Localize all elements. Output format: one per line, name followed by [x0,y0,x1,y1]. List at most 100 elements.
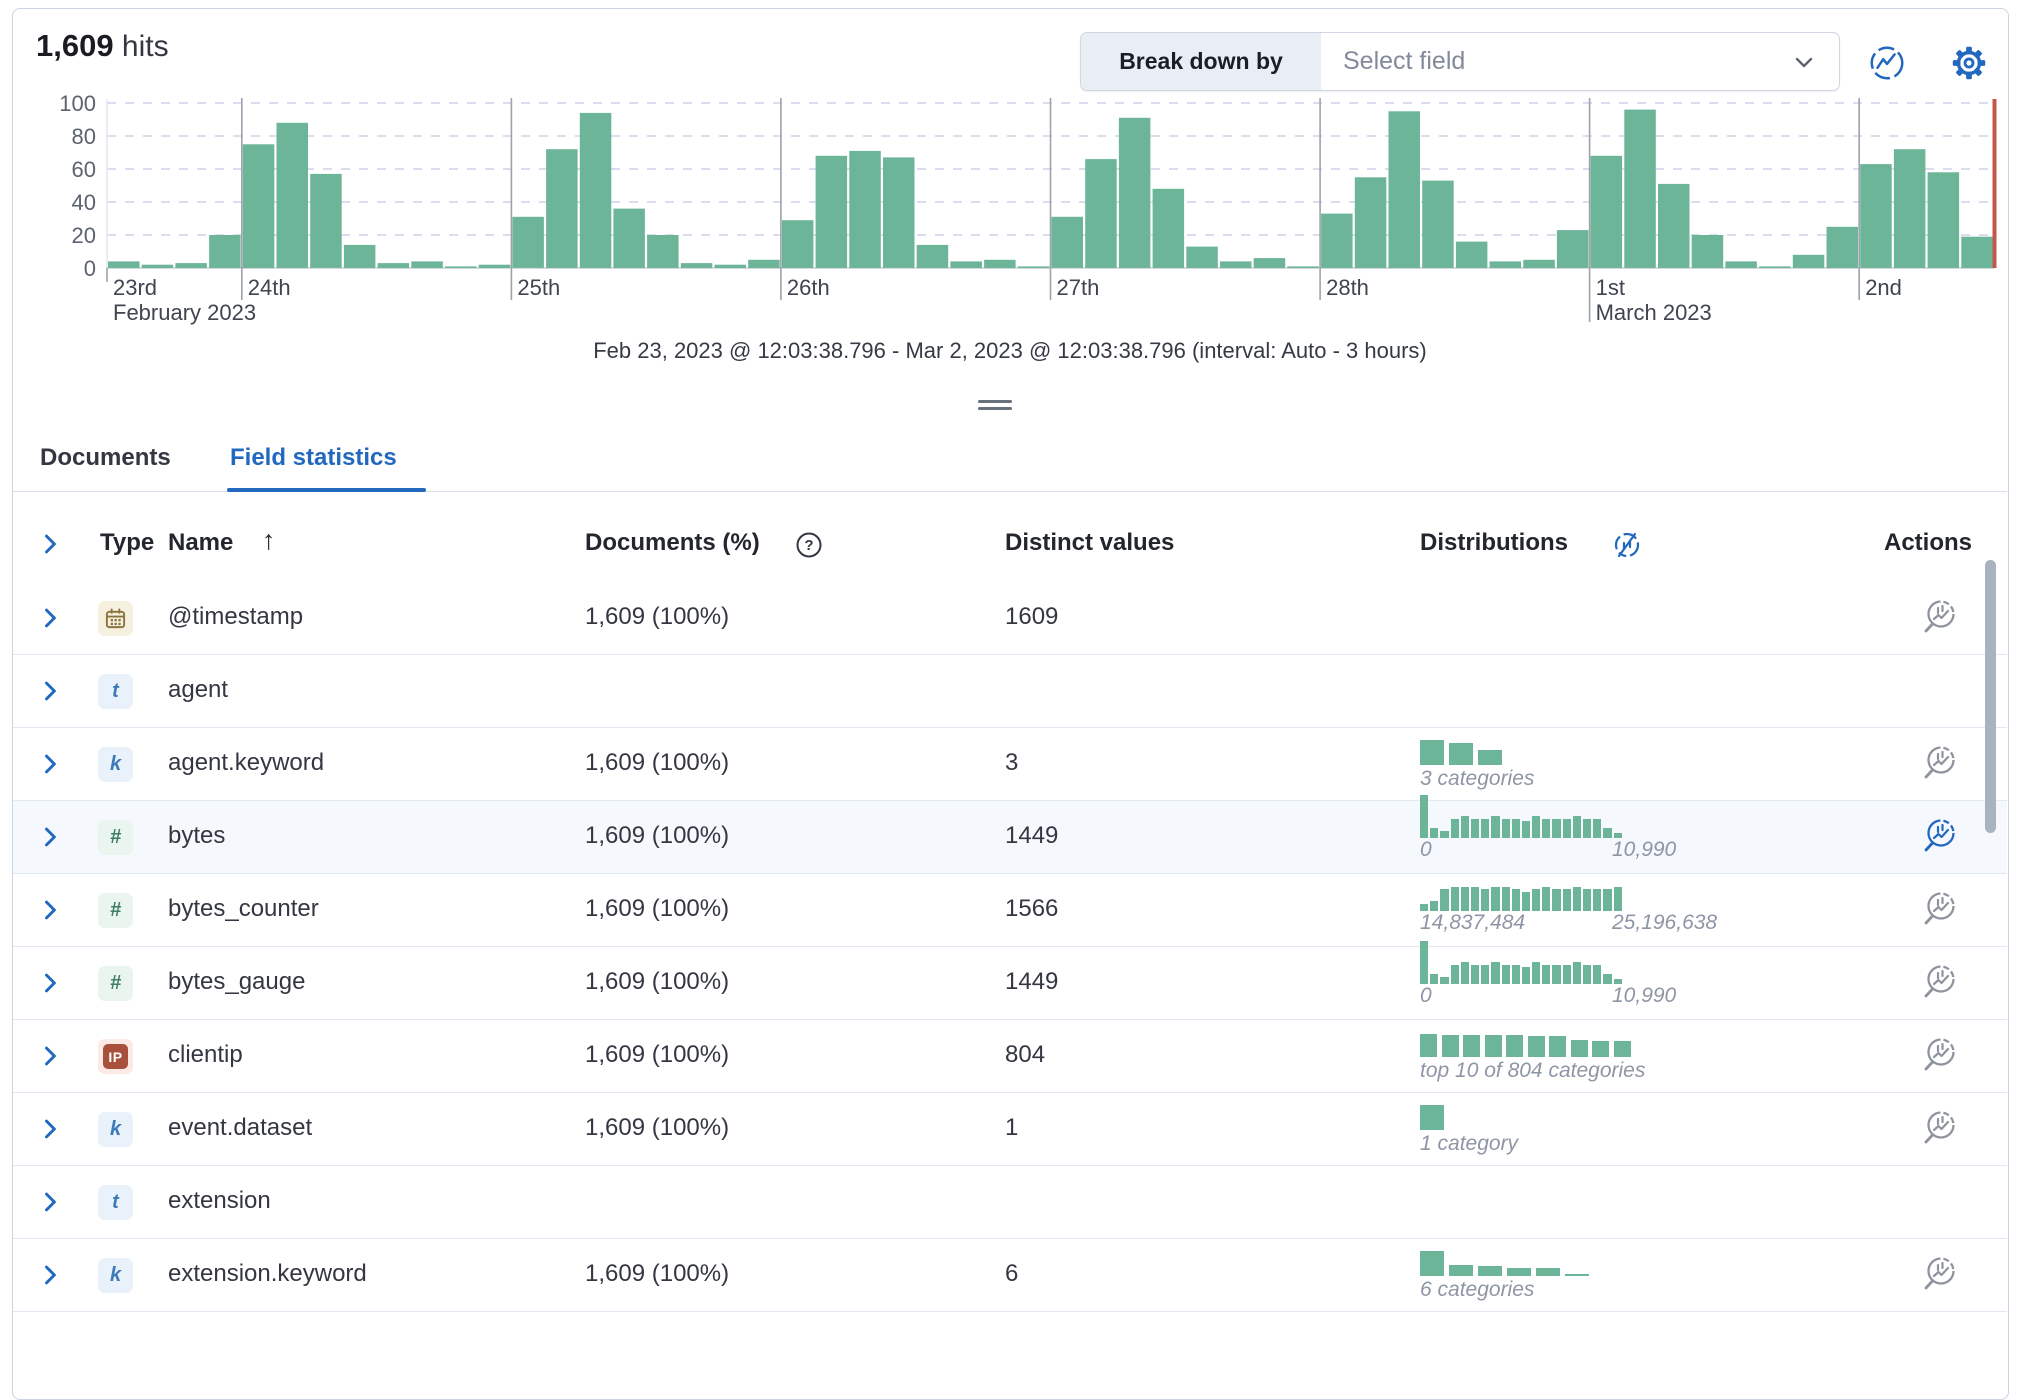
expand-row-chevron-icon[interactable] [36,1188,64,1216]
histogram-bar[interactable] [1927,172,1960,268]
histogram-bar[interactable] [108,261,140,268]
histogram-bar[interactable] [984,259,1016,269]
histogram-bar[interactable] [1792,254,1825,268]
col-name[interactable]: Name [168,529,234,556]
histogram-bar[interactable] [1017,266,1050,268]
histogram-bar[interactable] [680,263,713,268]
histogram-bar[interactable] [781,220,814,268]
hits-histogram[interactable]: 100 80 60 40 20 0 23rd February 2023 24th 25th 26t… [0,0,2020,332]
y-axis-label: 60 [72,157,96,182]
expand-row-chevron-icon[interactable] [36,1261,64,1289]
histogram-bar[interactable] [815,155,848,268]
histogram-bar[interactable] [1523,259,1555,269]
histogram-bar[interactable] [916,244,949,268]
histogram-bar[interactable] [883,157,915,268]
histogram-bar[interactable] [1725,261,1757,268]
histogram-bar[interactable] [1455,241,1488,268]
histogram-bar[interactable] [1556,230,1589,268]
keyword-field-type-icon: k [98,747,133,782]
distinct-values: 1566 [1005,895,1059,922]
breakdown-field-select[interactable]: Select field [1321,33,1839,90]
histogram-bar[interactable] [310,173,342,268]
histogram-bar[interactable] [714,264,747,268]
field-row-agent.keyword: k agent.keyword 1,609 (100%) 3 3 categories [13,728,2007,801]
histogram-bar[interactable] [1354,177,1387,269]
expand-row-chevron-icon[interactable] [36,604,64,632]
range-max-label: 25,196,638 [1612,911,1718,934]
histogram-bar[interactable] [512,216,544,268]
histogram-bar[interactable] [343,244,376,268]
expand-all-chevron-icon[interactable] [36,530,64,558]
tab-field-statistics[interactable]: Field statistics [230,444,397,471]
chart-suggestions-button[interactable] [1864,40,1910,86]
field-name: extension.keyword [168,1260,367,1287]
distinct-values: 3 [1005,749,1019,776]
distributions-toggle-icon[interactable] [1611,529,1643,561]
explore-field-stats-button[interactable] [1921,816,1963,858]
histogram-bar[interactable] [1759,266,1791,268]
histogram-bar[interactable] [1691,235,1724,268]
help-icon[interactable]: ? [795,531,823,559]
expand-row-chevron-icon[interactable] [36,969,64,997]
histogram-bar[interactable] [209,235,241,268]
histogram-bar[interactable] [175,263,207,268]
explore-field-stats-button[interactable] [1921,889,1963,931]
histogram-bar[interactable] [1489,261,1522,268]
histogram-bar[interactable] [613,208,645,268]
keyword-field-type-icon: k [98,1258,133,1293]
histogram-bar[interactable] [411,261,443,268]
table-scrollbar[interactable] [1985,560,1996,833]
chart-suggestions-icon [1870,46,1904,80]
histogram-bar[interactable] [1152,188,1185,268]
histogram-bar[interactable] [1253,258,1286,268]
histogram-bar[interactable] [141,264,174,268]
sort-asc-icon[interactable]: ↑ [262,525,276,555]
histogram-bar[interactable] [1287,266,1319,268]
histogram-bar[interactable] [1220,261,1252,268]
expand-row-chevron-icon[interactable] [36,677,64,705]
explore-field-stats-button[interactable] [1921,1108,1963,1150]
settings-button[interactable] [1946,40,1992,86]
histogram-bar[interactable] [748,259,780,269]
explore-field-stats-button[interactable] [1921,1035,1963,1077]
histogram-bar[interactable] [445,266,477,268]
histogram-bar[interactable] [546,149,578,268]
expand-row-chevron-icon[interactable] [36,823,64,851]
explore-field-stats-button[interactable] [1921,597,1963,639]
histogram-bar[interactable] [1590,155,1623,268]
histogram-bar[interactable] [1118,117,1151,268]
expand-row-chevron-icon[interactable] [36,1042,64,1070]
histogram-bar[interactable] [478,264,511,268]
histogram-bar[interactable] [242,144,275,269]
histogram-bar[interactable] [1658,183,1690,268]
explore-field-stats-button[interactable] [1921,962,1963,1004]
panel-resize-handle[interactable] [978,396,1012,414]
number-field-type-icon: # [98,820,133,855]
histogram-bar[interactable] [1422,180,1454,268]
expand-row-chevron-icon[interactable] [36,750,64,778]
histogram-bar[interactable] [1321,213,1353,268]
field-row-bytes: # bytes 1,609 (100%) 1449 0 10,990 [13,794,2007,874]
histogram-bar[interactable] [950,261,982,268]
tab-documents[interactable]: Documents [40,444,171,471]
histogram-bar[interactable] [276,122,309,268]
field-name: bytes_counter [168,895,319,922]
histogram-bar[interactable] [579,112,612,269]
expand-row-chevron-icon[interactable] [36,896,64,924]
histogram-bar[interactable] [1893,149,1926,268]
histogram-bar[interactable] [1624,109,1656,268]
histogram-bar[interactable] [377,263,410,268]
explore-field-stats-button[interactable] [1921,1254,1963,1296]
explore-field-stats-button[interactable] [1921,743,1963,785]
histogram-bar[interactable] [1388,111,1421,269]
histogram-bar[interactable] [1051,216,1084,268]
expand-row-chevron-icon[interactable] [36,1115,64,1143]
histogram-bar[interactable] [1186,246,1218,268]
histogram-bar[interactable] [1961,236,1993,268]
field-name: agent [168,676,229,703]
histogram-bar[interactable] [1085,159,1117,268]
histogram-bar[interactable] [1826,226,1859,269]
histogram-bar[interactable] [647,235,679,268]
histogram-bar[interactable] [1860,164,1892,268]
histogram-bar[interactable] [849,150,881,268]
